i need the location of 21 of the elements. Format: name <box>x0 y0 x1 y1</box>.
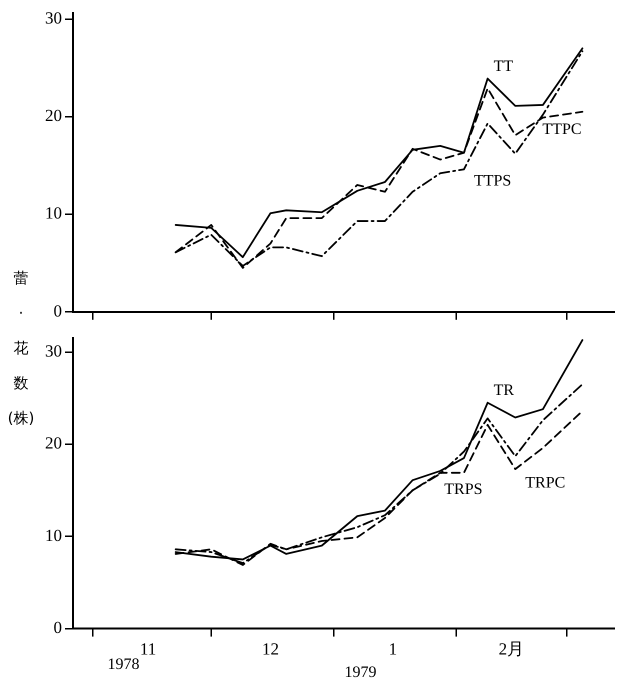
y-tick-label: 30 <box>45 341 62 360</box>
y-tick-label: 10 <box>45 526 62 545</box>
x-tick-label: 11 <box>140 639 156 658</box>
y-tick-label: 20 <box>45 434 62 453</box>
text: 1978 <box>108 656 140 674</box>
y-tick-label: 20 <box>45 106 62 126</box>
series-label: TT <box>494 58 514 75</box>
y-axis-title: 蕾·花数(株) <box>4 266 38 441</box>
y-tick-label: 10 <box>45 204 62 223</box>
x-tick-label: 12 <box>262 639 279 658</box>
x-tick-label: 1 <box>388 639 398 658</box>
x-tick-label: 2月 <box>498 639 524 658</box>
y-tick-label: 30 <box>45 8 62 28</box>
y-tick-label: 0 <box>54 618 62 638</box>
series-label: TR <box>494 382 514 399</box>
series-label: TRPC <box>525 474 566 492</box>
series-label: TRPS <box>444 480 482 498</box>
text: 1979 <box>344 664 376 682</box>
series-label: TTPS <box>474 172 512 190</box>
series-label: TTPC <box>542 120 582 138</box>
y-tick-label: 0 <box>54 301 62 320</box>
